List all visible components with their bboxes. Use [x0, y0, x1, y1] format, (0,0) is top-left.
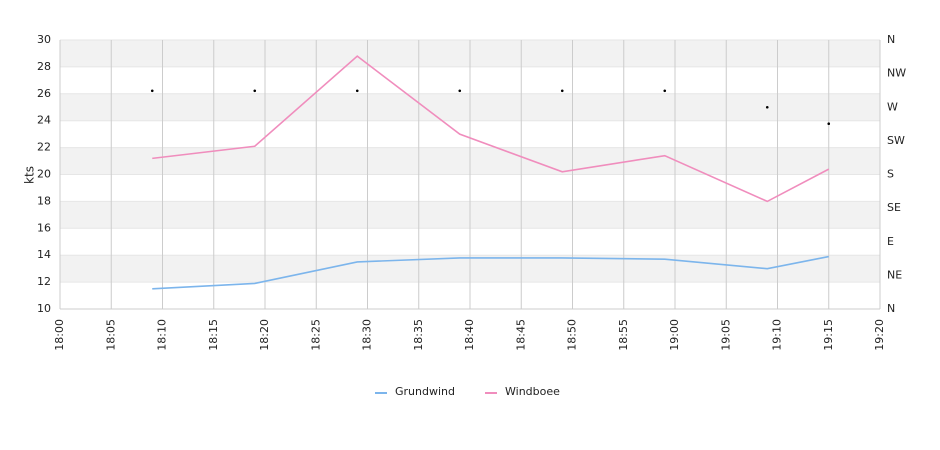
x-tick-label: 18:35 — [412, 319, 425, 351]
y2-tick-label: NE — [887, 268, 902, 281]
y-tick-label: 18 — [37, 194, 51, 207]
y-tick-label: 30 — [37, 33, 51, 46]
direction-dot — [560, 89, 564, 93]
x-tick-label: 18:50 — [566, 319, 579, 351]
x-tick-label: 19:05 — [719, 319, 732, 351]
x-tick-label: 19:00 — [668, 319, 681, 351]
x-tick-label: 18:20 — [258, 319, 271, 351]
x-tick-label: 19:15 — [822, 319, 835, 351]
x-tick-label: 18:10 — [156, 319, 169, 351]
direction-dot — [253, 89, 257, 93]
y-tick-label: 16 — [37, 221, 51, 234]
legend-label: Grundwind — [395, 385, 455, 398]
y-tick-label: 24 — [37, 114, 51, 127]
x-tick-label: 19:10 — [771, 319, 784, 351]
direction-dot — [355, 89, 359, 93]
direction-dot — [458, 89, 462, 93]
x-tick-label: 18:15 — [207, 319, 220, 351]
y-tick-label: 28 — [37, 60, 51, 73]
y-tick-label: 10 — [37, 302, 51, 315]
y2-tick-label: NW — [887, 67, 906, 80]
y2-tick-label: S — [887, 168, 894, 181]
x-tick-label: 18:30 — [361, 319, 374, 351]
direction-dot — [765, 105, 769, 109]
x-tick-label: 18:45 — [514, 319, 527, 351]
legend-item: Grundwind — [375, 385, 455, 398]
y-tick-label: 20 — [37, 168, 51, 181]
legend-item: Windboee — [485, 385, 560, 398]
x-tick-label: 18:55 — [617, 319, 630, 351]
y2-tick-label: E — [887, 235, 894, 248]
y-tick-label: 12 — [37, 275, 51, 288]
y2-tick-label: N — [887, 33, 895, 46]
x-tick-label: 18:00 — [53, 319, 66, 351]
x-tick-label: 18:25 — [309, 319, 322, 351]
direction-dot — [827, 122, 831, 125]
y-tick-label: 26 — [37, 87, 51, 100]
y2-tick-label: SE — [887, 201, 901, 214]
direction-dot — [663, 89, 667, 93]
x-tick-label: 18:05 — [104, 319, 117, 351]
x-tick-label: 19:20 — [873, 319, 886, 351]
y-axis-label: kts — [23, 166, 37, 184]
y2-tick-label: SW — [887, 134, 905, 147]
y2-tick-label: W — [887, 100, 898, 113]
y-tick-label: 14 — [37, 248, 51, 261]
x-tick-label: 18:40 — [463, 319, 476, 351]
legend-label: Windboee — [505, 385, 560, 398]
direction-dot — [150, 89, 154, 93]
series-line — [152, 55, 830, 203]
y-tick-label: 22 — [37, 141, 51, 154]
y2-tick-label: N — [887, 302, 895, 315]
series-line — [152, 255, 829, 290]
